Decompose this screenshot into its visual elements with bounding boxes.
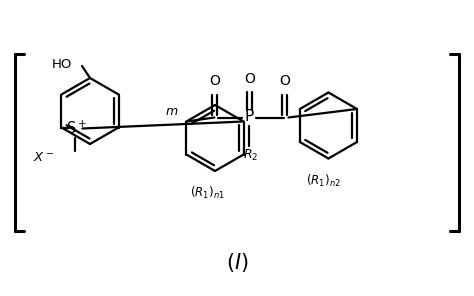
- Text: O: O: [279, 73, 290, 88]
- Text: O: O: [244, 72, 255, 86]
- Text: $m$: $m$: [165, 105, 178, 118]
- Text: O: O: [209, 73, 220, 88]
- Text: $(R_1)_{n1}$: $(R_1)_{n1}$: [190, 185, 224, 201]
- Text: $\mathbf{\mathit{(I)}}$: $\mathbf{\mathit{(I)}}$: [226, 251, 248, 274]
- Text: HO: HO: [52, 57, 72, 70]
- Text: $R_2$: $R_2$: [243, 147, 258, 163]
- Text: $X^-$: $X^-$: [33, 151, 54, 164]
- Text: $(R_1)_{n2}$: $(R_1)_{n2}$: [306, 173, 341, 189]
- Text: P: P: [245, 109, 254, 124]
- Text: $\mathregular{S^+}$: $\mathregular{S^+}$: [66, 120, 87, 137]
